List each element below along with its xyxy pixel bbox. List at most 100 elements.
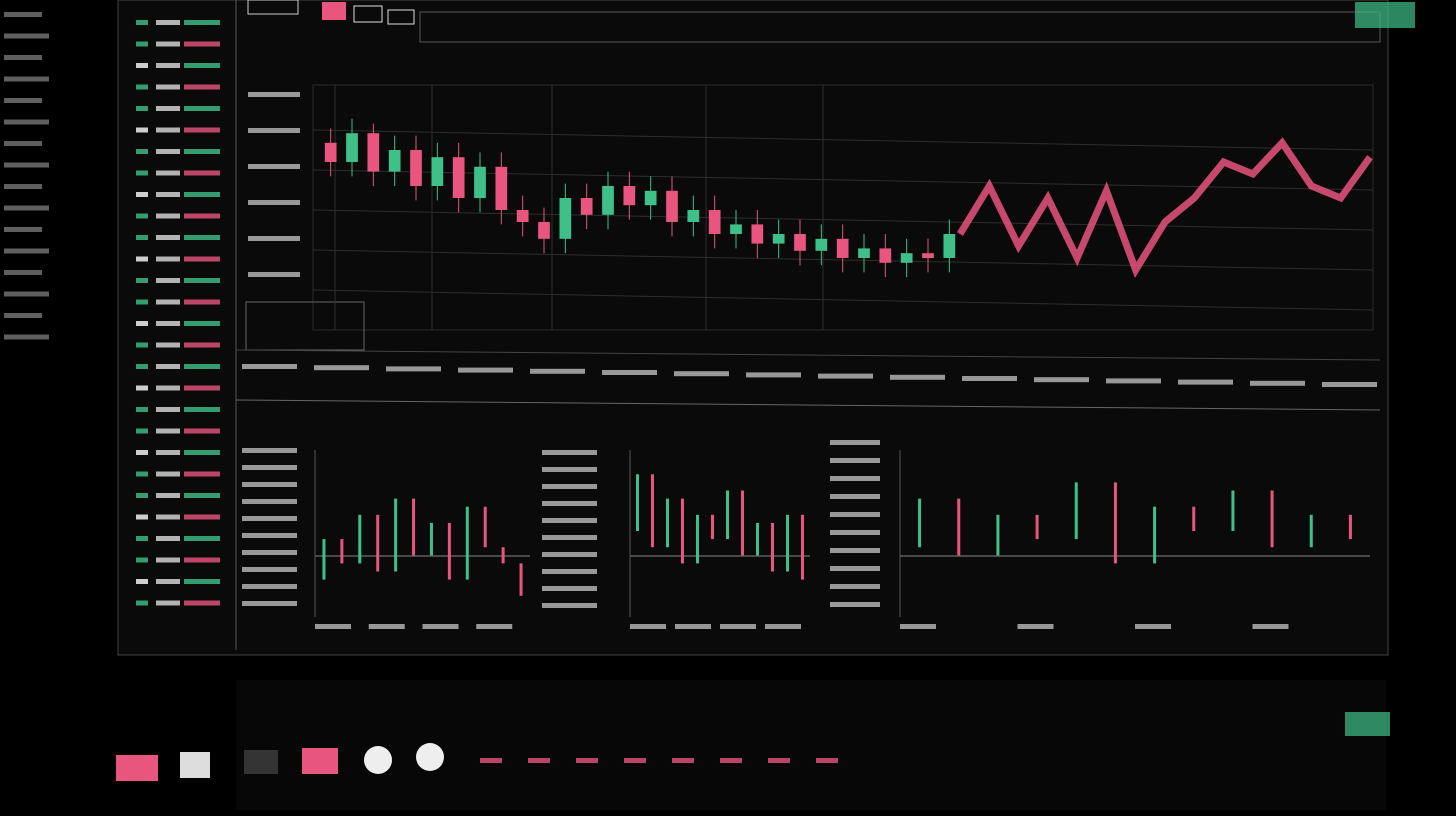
text-placeholder: [542, 467, 597, 472]
text-placeholder: [136, 278, 148, 283]
text-placeholder: [4, 334, 49, 340]
text-placeholder: [386, 366, 441, 372]
text-placeholder: [136, 84, 148, 90]
text-placeholder: [4, 227, 42, 232]
text-placeholder: [675, 624, 711, 629]
text-placeholder: [476, 624, 513, 629]
text-placeholder: [156, 213, 180, 219]
panel-divider: [235, 349, 1381, 361]
tool-button[interactable]: [322, 2, 346, 20]
text-placeholder: [4, 313, 42, 318]
candle-body: [516, 210, 529, 222]
text-placeholder: [830, 494, 880, 499]
text-placeholder: [136, 41, 148, 47]
candle-body: [900, 253, 913, 263]
text-placeholder: [576, 758, 598, 763]
text-placeholder: [248, 200, 300, 205]
candle-body: [771, 522, 774, 572]
text-placeholder: [156, 600, 180, 606]
text-placeholder: [480, 758, 502, 763]
toolbar-button[interactable]: [302, 748, 338, 774]
candle-body: [786, 514, 789, 572]
toolbar-toggle[interactable]: [364, 746, 392, 774]
text-placeholder: [1034, 377, 1089, 383]
text-placeholder: [156, 149, 180, 154]
text-placeholder: [830, 602, 880, 607]
candle-body: [741, 490, 744, 556]
toolbar-button[interactable]: [244, 750, 278, 774]
text-placeholder: [1135, 624, 1171, 629]
text-placeholder: [242, 584, 297, 589]
text-placeholder: [156, 493, 180, 498]
trend-line: [957, 137, 1373, 278]
text-placeholder: [184, 364, 220, 369]
candle-body: [559, 198, 572, 239]
text-placeholder: [830, 458, 880, 463]
candle-body: [1270, 490, 1274, 548]
text-placeholder: [248, 128, 300, 133]
tool-button[interactable]: [387, 9, 415, 25]
toolbar-button[interactable]: [1345, 712, 1390, 736]
text-placeholder: [156, 428, 180, 434]
text-placeholder: [156, 106, 180, 111]
tool-button[interactable]: [247, 0, 299, 15]
text-placeholder: [156, 63, 180, 68]
candle-body: [367, 133, 380, 172]
status-button[interactable]: [1355, 2, 1415, 28]
text-placeholder: [1178, 379, 1233, 385]
text-placeholder: [242, 601, 297, 606]
text-placeholder: [156, 256, 180, 262]
candle-body: [340, 539, 344, 564]
candle-body: [801, 514, 804, 580]
candle-body: [538, 222, 550, 239]
candle-body: [1192, 506, 1196, 531]
candle-body: [623, 186, 636, 206]
text-placeholder: [156, 536, 180, 541]
candle-body: [711, 514, 714, 540]
candle-body: [1035, 514, 1039, 540]
candle-body: [1113, 482, 1117, 564]
text-placeholder: [136, 170, 148, 176]
text-placeholder: [542, 450, 597, 455]
text-placeholder: [4, 119, 49, 125]
toolbar-button[interactable]: [116, 755, 158, 781]
toolbar-button[interactable]: [180, 752, 210, 778]
candle-body: [666, 498, 669, 548]
candle-body: [1309, 514, 1313, 548]
candle-body: [322, 539, 326, 580]
candle-body: [1231, 490, 1235, 531]
toolbar-toggle[interactable]: [416, 743, 444, 771]
text-placeholder: [136, 20, 148, 25]
tool-button[interactable]: [353, 5, 383, 23]
text-placeholder: [156, 579, 180, 584]
text-placeholder: [542, 484, 597, 489]
candle-body: [918, 498, 922, 548]
text-placeholder: [184, 63, 220, 68]
candle-body: [452, 157, 465, 198]
text-placeholder: [900, 624, 936, 629]
text-placeholder: [1017, 624, 1054, 629]
text-placeholder: [768, 758, 790, 763]
text-placeholder: [136, 364, 148, 369]
text-placeholder: [1106, 378, 1161, 384]
candle-body: [651, 474, 654, 548]
text-placeholder: [184, 278, 220, 283]
text-placeholder: [830, 584, 880, 589]
text-placeholder: [542, 603, 597, 608]
text-placeholder: [4, 270, 42, 275]
grid-line: [312, 289, 1374, 311]
main-chart-frame: [312, 84, 1374, 331]
candle-body: [412, 498, 416, 556]
text-placeholder: [4, 248, 49, 254]
text-placeholder: [818, 373, 873, 379]
text-placeholder: [242, 499, 297, 504]
text-placeholder: [156, 278, 180, 283]
text-placeholder: [156, 450, 180, 455]
candle-body: [922, 253, 934, 258]
text-placeholder: [242, 465, 297, 470]
text-placeholder: [184, 342, 220, 348]
text-placeholder: [184, 557, 220, 563]
text-placeholder: [184, 514, 220, 520]
text-placeholder: [4, 291, 49, 297]
